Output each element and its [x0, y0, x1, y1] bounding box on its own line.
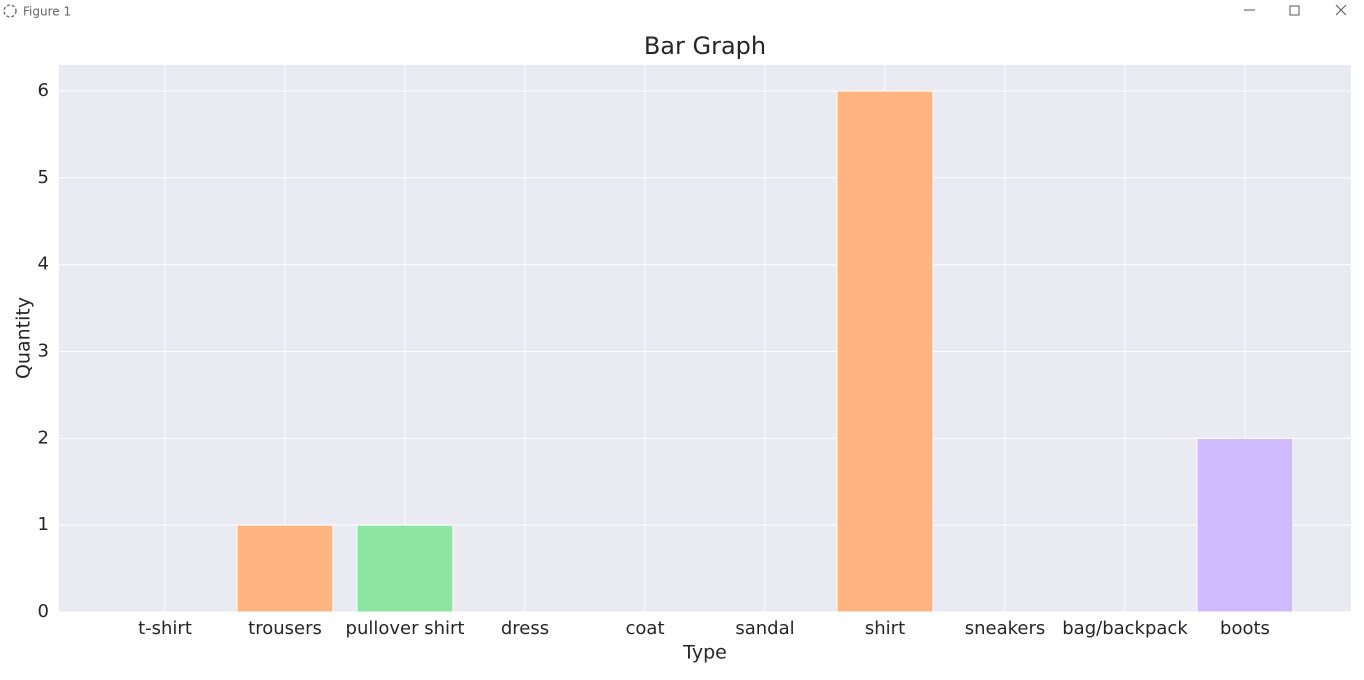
- x-tick-label: sandal: [735, 618, 794, 639]
- close-button[interactable]: [1335, 4, 1347, 16]
- chart-title: Bar Graph: [644, 32, 766, 60]
- bar: [836, 90, 934, 613]
- y-tick-label: 3: [38, 341, 49, 362]
- bar: [236, 524, 334, 613]
- y-tick-label: 0: [38, 601, 49, 622]
- bar: [1196, 437, 1294, 613]
- x-tick-label: pullover shirt: [346, 618, 465, 639]
- x-tick-label: dress: [501, 618, 549, 639]
- y-tick-label: 2: [38, 427, 49, 448]
- plot-area: [59, 65, 1351, 612]
- x-tick-label: boots: [1220, 618, 1270, 639]
- bar: [356, 524, 454, 613]
- y-axis-label: Quantity: [13, 297, 35, 379]
- x-axis-label: Type: [682, 642, 727, 664]
- y-tick-label: 1: [38, 514, 49, 535]
- x-tick-label: t-shirt: [138, 618, 192, 639]
- x-tick-label: shirt: [865, 618, 905, 639]
- y-tick-label: 5: [38, 167, 49, 188]
- maximize-button[interactable]: [1289, 5, 1300, 16]
- app-icon: [3, 4, 17, 18]
- x-tick-label: sneakers: [965, 618, 1046, 639]
- y-tick-label: 6: [38, 80, 49, 101]
- x-tick-label: coat: [626, 618, 665, 639]
- y-tick-label: 4: [38, 254, 49, 275]
- window-title: Figure 1: [23, 5, 71, 19]
- x-tick-label: bag/backpack: [1062, 618, 1188, 639]
- x-tick-label: trousers: [248, 618, 322, 639]
- title-bar: [0, 0, 1364, 24]
